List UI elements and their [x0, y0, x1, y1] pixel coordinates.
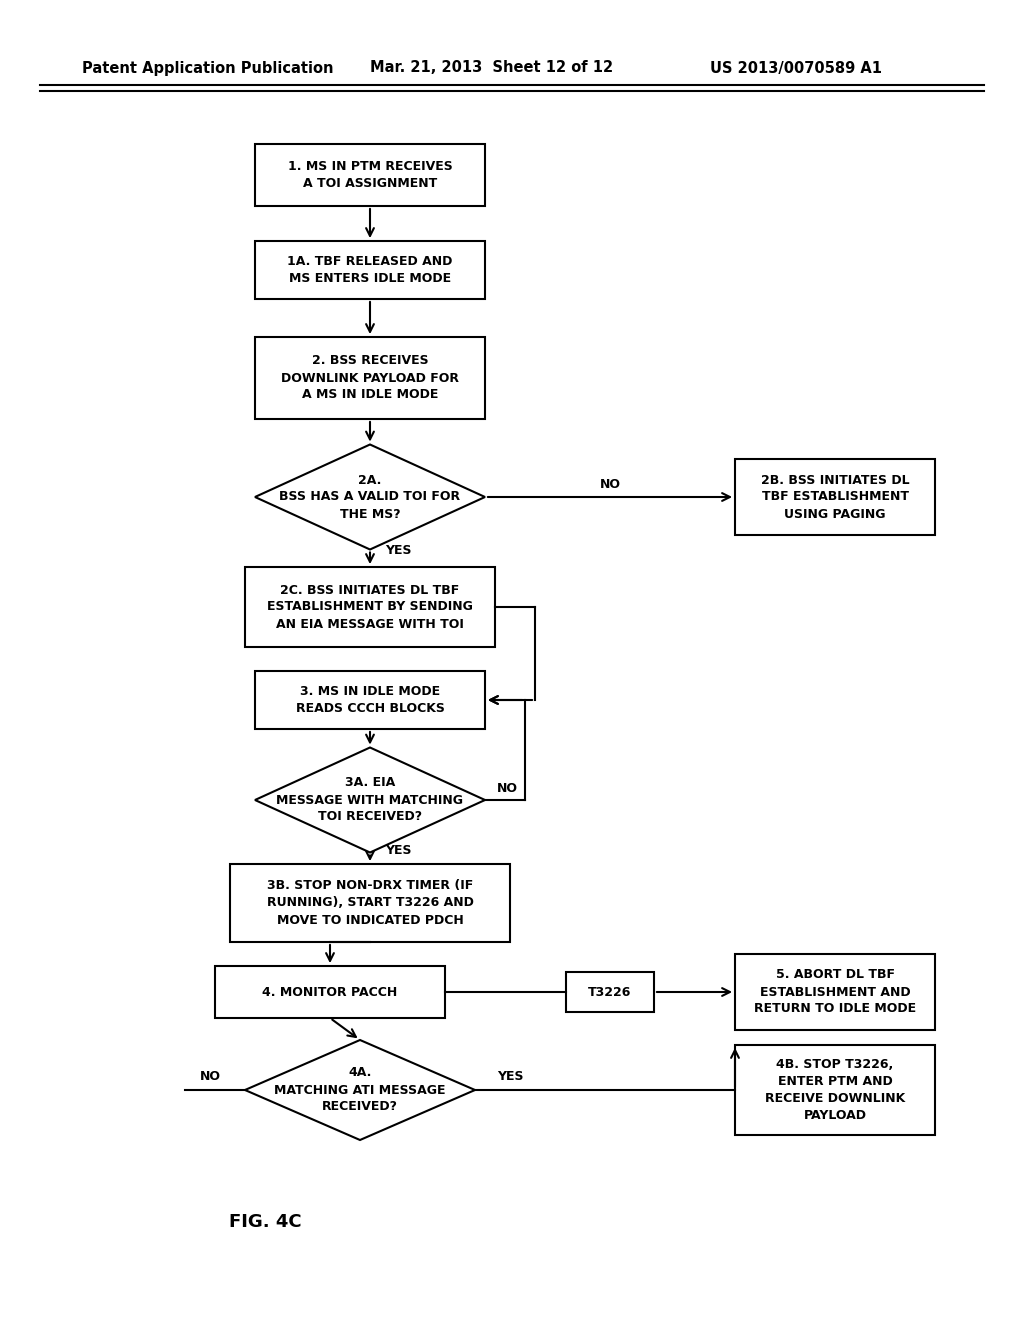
- Text: 1A. TBF RELEASED AND
MS ENTERS IDLE MODE: 1A. TBF RELEASED AND MS ENTERS IDLE MODE: [288, 255, 453, 285]
- Text: NO: NO: [599, 479, 621, 491]
- Text: NO: NO: [200, 1069, 220, 1082]
- Bar: [735, 1045, 935, 1135]
- Bar: [230, 865, 510, 942]
- Polygon shape: [255, 445, 485, 549]
- Text: Mar. 21, 2013  Sheet 12 of 12: Mar. 21, 2013 Sheet 12 of 12: [370, 61, 613, 75]
- Text: YES: YES: [385, 544, 412, 557]
- Bar: [215, 966, 445, 1018]
- Bar: [255, 144, 485, 206]
- Bar: [735, 459, 935, 535]
- Text: FIG. 4C: FIG. 4C: [228, 1213, 301, 1232]
- Text: 2B. BSS INITIATES DL
TBF ESTABLISHMENT
USING PAGING: 2B. BSS INITIATES DL TBF ESTABLISHMENT U…: [761, 474, 909, 520]
- Text: YES: YES: [385, 843, 412, 857]
- Text: Patent Application Publication: Patent Application Publication: [82, 61, 334, 75]
- Text: NO: NO: [497, 781, 517, 795]
- Text: 1. MS IN PTM RECEIVES
A TOI ASSIGNMENT: 1. MS IN PTM RECEIVES A TOI ASSIGNMENT: [288, 160, 453, 190]
- Text: 2A.
BSS HAS A VALID TOI FOR
THE MS?: 2A. BSS HAS A VALID TOI FOR THE MS?: [280, 474, 461, 520]
- Text: 2C. BSS INITIATES DL TBF
ESTABLISHMENT BY SENDING
AN EIA MESSAGE WITH TOI: 2C. BSS INITIATES DL TBF ESTABLISHMENT B…: [267, 583, 473, 631]
- Text: US 2013/0070589 A1: US 2013/0070589 A1: [710, 61, 882, 75]
- Bar: [566, 972, 654, 1012]
- Text: T3226: T3226: [589, 986, 632, 998]
- Polygon shape: [255, 747, 485, 853]
- Text: 4B. STOP T3226,
ENTER PTM AND
RECEIVE DOWNLINK
PAYLOAD: 4B. STOP T3226, ENTER PTM AND RECEIVE DO…: [765, 1059, 905, 1122]
- Text: 4. MONITOR PACCH: 4. MONITOR PACCH: [262, 986, 397, 998]
- Text: 3B. STOP NON-DRX TIMER (IF
RUNNING), START T3226 AND
MOVE TO INDICATED PDCH: 3B. STOP NON-DRX TIMER (IF RUNNING), STA…: [266, 879, 473, 927]
- Text: 3. MS IN IDLE MODE
READS CCCH BLOCKS: 3. MS IN IDLE MODE READS CCCH BLOCKS: [296, 685, 444, 715]
- Bar: [735, 954, 935, 1030]
- Polygon shape: [245, 1040, 475, 1140]
- Bar: [255, 671, 485, 729]
- Text: 4A.
MATCHING ATI MESSAGE
RECEIVED?: 4A. MATCHING ATI MESSAGE RECEIVED?: [274, 1067, 445, 1114]
- Text: YES: YES: [497, 1069, 523, 1082]
- Bar: [255, 242, 485, 300]
- Text: 5. ABORT DL TBF
ESTABLISHMENT AND
RETURN TO IDLE MODE: 5. ABORT DL TBF ESTABLISHMENT AND RETURN…: [754, 969, 916, 1015]
- Bar: [255, 337, 485, 418]
- Text: 2. BSS RECEIVES
DOWNLINK PAYLOAD FOR
A MS IN IDLE MODE: 2. BSS RECEIVES DOWNLINK PAYLOAD FOR A M…: [281, 355, 459, 401]
- Text: 3A. EIA
MESSAGE WITH MATCHING
TOI RECEIVED?: 3A. EIA MESSAGE WITH MATCHING TOI RECEIV…: [276, 776, 464, 824]
- Bar: [245, 568, 495, 647]
